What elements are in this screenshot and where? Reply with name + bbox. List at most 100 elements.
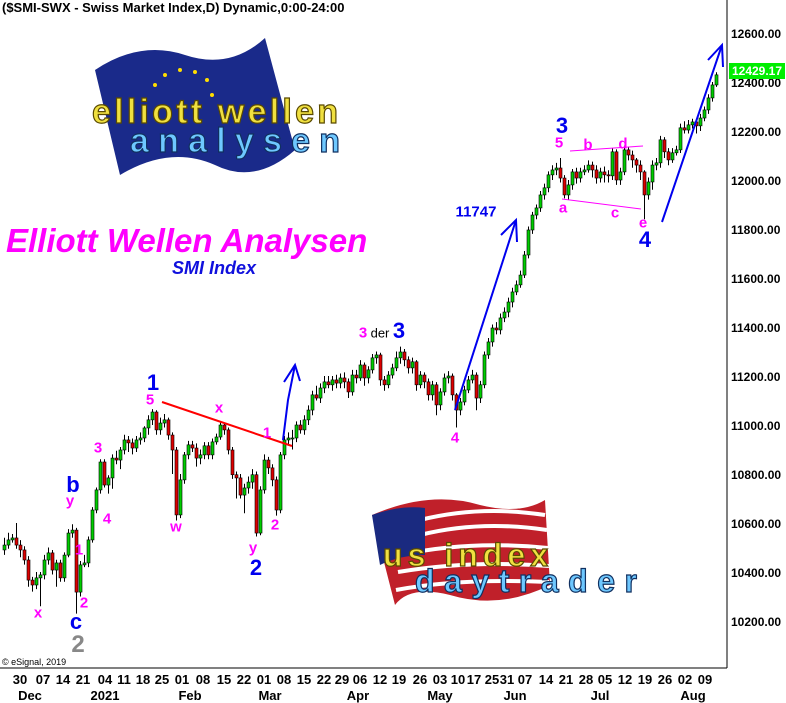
headline: Elliott Wellen Analysen xyxy=(6,222,368,259)
candle-body xyxy=(314,394,319,399)
candle-body xyxy=(130,442,135,449)
candle xyxy=(390,363,395,379)
candle-body xyxy=(206,445,211,456)
y-tick-label: 11800.00 xyxy=(731,223,781,237)
candle xyxy=(222,422,227,435)
candle xyxy=(658,135,663,168)
candle xyxy=(174,447,179,521)
blue-arrowhead-2 xyxy=(500,217,518,243)
candle-body xyxy=(650,164,655,183)
candle xyxy=(182,451,187,484)
x-tick-label: 06 xyxy=(353,672,367,687)
wave-label: c xyxy=(69,609,83,634)
x-tick-label: 04 xyxy=(98,672,113,687)
candle xyxy=(422,372,427,389)
candle xyxy=(650,160,655,190)
x-month-label: Mar xyxy=(258,688,281,703)
candle-body xyxy=(174,449,179,516)
candle xyxy=(554,162,559,176)
candle xyxy=(130,438,135,455)
candle xyxy=(350,369,355,396)
candle-body xyxy=(10,537,15,541)
candle xyxy=(570,168,575,190)
candle xyxy=(602,166,607,183)
candle xyxy=(46,547,51,565)
candle-body xyxy=(70,529,75,534)
candle xyxy=(26,556,31,587)
candle-body xyxy=(78,564,83,593)
candle-body xyxy=(154,411,159,431)
candle xyxy=(682,121,687,134)
candle-body xyxy=(550,169,555,176)
candle xyxy=(458,398,463,416)
candle-body xyxy=(62,554,67,579)
candle xyxy=(678,123,683,154)
candle-body xyxy=(574,171,579,179)
candle xyxy=(94,487,99,514)
x-tick-label: 14 xyxy=(56,672,71,687)
candle-body xyxy=(514,284,519,293)
candle xyxy=(590,161,595,178)
candle xyxy=(698,113,703,131)
candle-body xyxy=(522,254,527,276)
candle xyxy=(286,432,291,445)
candle-body xyxy=(202,445,207,456)
candle-body xyxy=(334,379,339,384)
candle-body xyxy=(42,559,47,576)
wave-label: 11747 xyxy=(455,203,497,221)
candle xyxy=(434,382,439,416)
x-month-label: May xyxy=(427,688,453,703)
candle-body xyxy=(498,317,503,331)
x-tick-label: 09 xyxy=(698,672,712,687)
candle-body xyxy=(302,419,307,431)
wave-label: 3 xyxy=(93,439,103,457)
candle xyxy=(498,313,503,335)
candle xyxy=(646,177,651,200)
candle-body xyxy=(370,357,375,371)
candle-body xyxy=(6,539,11,546)
candle xyxy=(598,167,603,183)
candle-body xyxy=(582,169,587,173)
candle xyxy=(634,157,639,173)
candle-body xyxy=(166,419,171,436)
candle xyxy=(510,287,515,308)
candle-body xyxy=(670,152,675,161)
x-tick-label: 25 xyxy=(485,672,499,687)
candle xyxy=(190,440,195,452)
candle xyxy=(446,371,451,384)
candle-body xyxy=(578,171,583,179)
candle xyxy=(586,160,591,173)
x-tick-label: 19 xyxy=(638,672,652,687)
wave-label: der xyxy=(370,325,390,341)
candle-body xyxy=(402,351,407,361)
candle-body xyxy=(590,164,595,171)
candle xyxy=(206,442,211,460)
candle-body xyxy=(698,117,703,127)
candle-body xyxy=(530,214,535,231)
candle-body xyxy=(626,149,631,156)
candle-body xyxy=(290,437,295,440)
candle-body xyxy=(654,162,659,166)
candle-body xyxy=(14,537,19,546)
candle xyxy=(514,280,519,296)
candle xyxy=(34,572,39,590)
wave-label: 4 xyxy=(450,429,460,447)
x-tick-label: 28 xyxy=(579,672,593,687)
x-month-label: Apr xyxy=(347,688,369,703)
candle-body xyxy=(562,177,567,196)
candle xyxy=(302,415,307,435)
elliott-wellen-logo: elliott wellen analysen xyxy=(91,38,341,175)
candle xyxy=(530,211,535,234)
x-tick-label: 01 xyxy=(257,672,271,687)
candle xyxy=(550,165,555,180)
candle xyxy=(70,524,75,538)
candle-body xyxy=(422,374,427,383)
candle-body xyxy=(266,459,271,469)
candle-body xyxy=(350,374,355,393)
blue-arrow-3 xyxy=(661,44,723,223)
wave-label: c xyxy=(610,204,620,222)
candle-body xyxy=(98,461,103,491)
candle-body xyxy=(566,184,571,196)
candle xyxy=(262,454,267,494)
candle xyxy=(526,226,531,259)
